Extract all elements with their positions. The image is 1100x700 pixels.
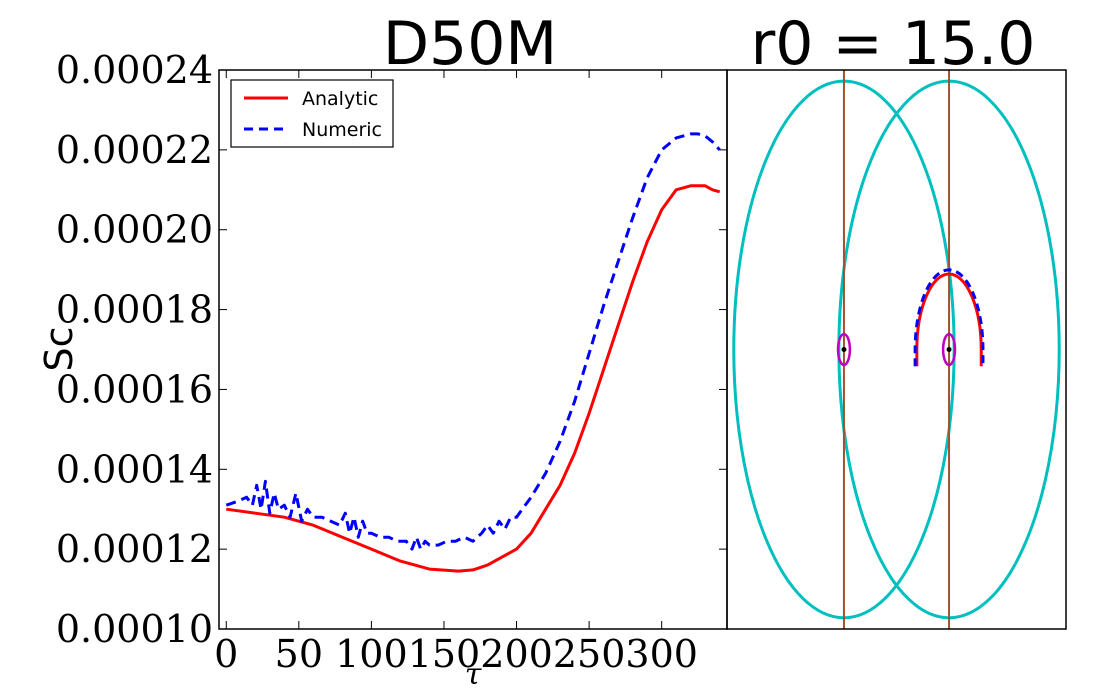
y-tick-label: 0.00016 [56,367,213,411]
y-axis-label: Sc [37,326,81,371]
arc-numeric [913,268,985,367]
y-tick-label: 0.00018 [56,288,213,332]
left-series-group [225,132,721,573]
left-chart-title: D50M [383,9,557,79]
y-tick-label: 0.00010 [56,607,213,651]
x-tick-label: 0 [214,632,238,676]
x-tick-label: 200 [480,632,553,676]
y-tick-label: 0.00024 [56,48,213,92]
legend-numeric-label: Numeric [302,119,382,141]
x-tick-label: 150 [408,632,481,676]
x-axis-label: τ [465,657,482,692]
arc-analytic [915,272,983,367]
x-tick-label: 250 [553,632,626,676]
center-point [946,347,952,352]
center-point [841,347,847,352]
left-chart-panel: D50M 0 50 100 150 200 250 300 0.00010 0.00012 0.0… [37,9,728,692]
y-tick-label: 0.00012 [56,527,213,571]
x-tick-label: 100 [335,632,408,676]
series-line-numeric [225,132,721,551]
x-tick-label: 50 [275,632,323,676]
left-axes-frame [218,69,728,630]
x-tick-label: 300 [625,632,698,676]
legend-box [230,79,394,148]
right-diagram-panel: r0 = 15.0 [726,9,1067,630]
inner-ellipse [941,332,957,367]
inner-ellipse [836,332,852,367]
legend-analytic-label: Analytic [302,88,378,110]
series-line-analytic [226,184,721,573]
y-tick-label: 0.00022 [56,128,213,172]
legend: Analytic Numeric [230,79,394,148]
y-tick-label: 0.00014 [56,447,213,491]
right-diagram-shapes [732,70,1061,629]
right-diagram-title: r0 = 15.0 [751,9,1036,79]
y-tick-label: 0.00020 [56,208,213,252]
right-axes-frame [726,69,1067,630]
left-axis-ticks: 0 50 100 150 200 250 300 0.00010 0.00012 0.00014 0… [56,48,727,676]
